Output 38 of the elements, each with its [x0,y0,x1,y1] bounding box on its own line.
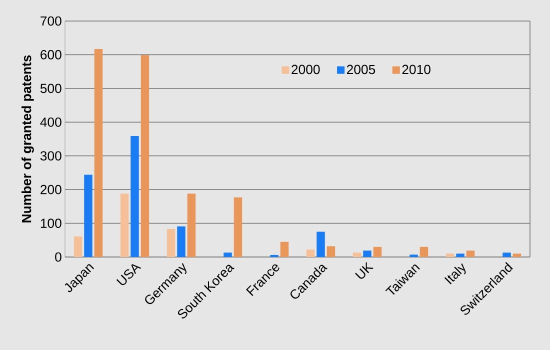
bar [166,229,176,257]
legend-label: 2010 [402,64,430,74]
x-tick-label: UK [355,262,374,279]
legend-label: 2005 [346,64,376,74]
bar [234,197,242,257]
bar [512,254,522,257]
bar [94,48,103,257]
bar [187,194,196,257]
bar [363,250,372,257]
bar [74,236,82,257]
y-tick-label: 400 [40,117,62,127]
bar [84,174,92,257]
y-tick-label: 500 [40,84,62,94]
bar [177,226,186,257]
y-tick-label: 0 [55,252,62,262]
bar [140,55,150,257]
bar [456,254,464,257]
y-tick-label: 200 [40,184,62,194]
bar [306,250,315,257]
bar [502,252,511,257]
bar [316,232,325,257]
bar [224,252,232,257]
bar [352,252,362,257]
y-axis-title: Number of granted patents [22,55,34,222]
bar [373,246,382,257]
bar [326,246,336,257]
bar [466,250,475,257]
bar [280,242,289,257]
y-tick-label: 100 [40,218,62,228]
bar [420,246,428,257]
bar [120,194,129,257]
legend-label: 2000 [292,64,320,74]
y-tick-label: 600 [40,50,62,60]
y-tick-label: 300 [40,151,62,161]
x-tick-label: USA [116,264,142,286]
bar [130,136,139,257]
y-tick-label: 700 [40,16,62,26]
bar [446,254,454,257]
